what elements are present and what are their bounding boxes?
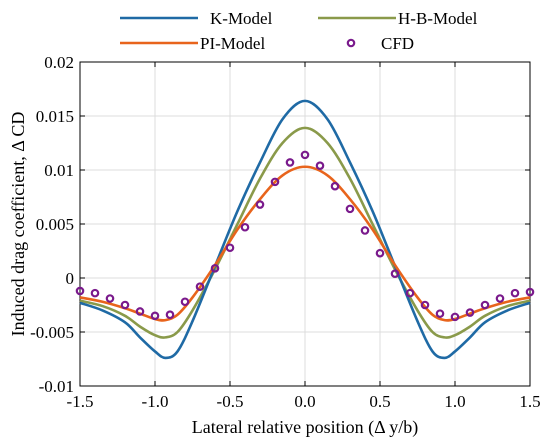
y-tick-label: -0.005 xyxy=(30,323,74,342)
y-tick-label: 0 xyxy=(66,269,75,288)
cfd-point xyxy=(480,300,490,310)
cfd-point xyxy=(195,282,205,291)
x-axis-title: Lateral relative position (Δ y/b) xyxy=(192,417,419,438)
series-line-k-model xyxy=(79,99,531,360)
cfd-point xyxy=(285,158,295,167)
legend-label-pi-model: PI-Model xyxy=(200,34,265,53)
legend-label-cfd: CFD xyxy=(381,34,414,53)
cfd-point xyxy=(210,263,220,273)
y-axis-title: Induced drag coefficient, Δ CD xyxy=(8,112,28,337)
y-tick-label: -0.01 xyxy=(39,377,74,396)
cfd-point xyxy=(240,222,250,232)
cfd-point xyxy=(225,243,235,253)
y-tick-label: 0.02 xyxy=(44,53,74,72)
cfd-point xyxy=(405,288,415,298)
cfd-point xyxy=(150,311,160,321)
cfd-point xyxy=(420,300,430,310)
x-tick-label: 1.5 xyxy=(519,392,540,411)
cfd-point xyxy=(315,161,325,170)
cfd-point xyxy=(495,294,505,303)
cfd-point xyxy=(525,287,535,297)
cfd-point xyxy=(345,204,355,214)
cfd-point xyxy=(255,200,265,209)
legend: K-Model H-B-Model PI-Model CFD xyxy=(120,9,478,53)
x-tick-label: 0.5 xyxy=(369,392,390,411)
cfd-point xyxy=(330,181,340,191)
x-tick-label: 1.0 xyxy=(444,392,465,411)
cfd-point xyxy=(120,300,130,310)
cfd-point xyxy=(165,310,175,320)
grid xyxy=(79,61,531,387)
legend-swatch-cfd xyxy=(346,38,356,48)
legend-label-h-b-model: H-B-Model xyxy=(398,9,478,28)
y-tick-label: 0.015 xyxy=(36,107,74,126)
cfd-point xyxy=(90,288,100,298)
x-tick-label: -1.0 xyxy=(142,392,169,411)
cfd-point xyxy=(300,150,310,160)
cfd-point xyxy=(360,226,370,235)
y-tick-label: 0.01 xyxy=(44,161,74,180)
y-tick-label: 0.005 xyxy=(36,215,74,234)
series-line-h-b-model xyxy=(79,126,531,339)
legend-label-k-model: K-Model xyxy=(210,9,273,28)
cfd-point xyxy=(270,177,280,187)
x-tick-label: -0.5 xyxy=(217,392,244,411)
x-tick-label: 0.0 xyxy=(294,392,315,411)
cfd-point xyxy=(105,294,115,303)
cfd-point xyxy=(450,312,460,322)
cfd-point xyxy=(435,309,445,318)
ticks: -1.5 -1.0 -0.5 0.0 0.5 1.0 1.5 -0.01 -0.005 0 0.00… xyxy=(30,53,541,411)
cfd-point xyxy=(465,308,475,317)
cfd-point xyxy=(180,297,190,307)
series-layer xyxy=(75,99,535,360)
x-tick-label: -1.5 xyxy=(67,392,94,411)
cfd-point xyxy=(375,248,385,258)
cfd-point xyxy=(510,288,520,298)
cfd-point xyxy=(135,307,145,316)
cfd-point xyxy=(390,269,400,278)
cfd-point xyxy=(75,286,85,296)
